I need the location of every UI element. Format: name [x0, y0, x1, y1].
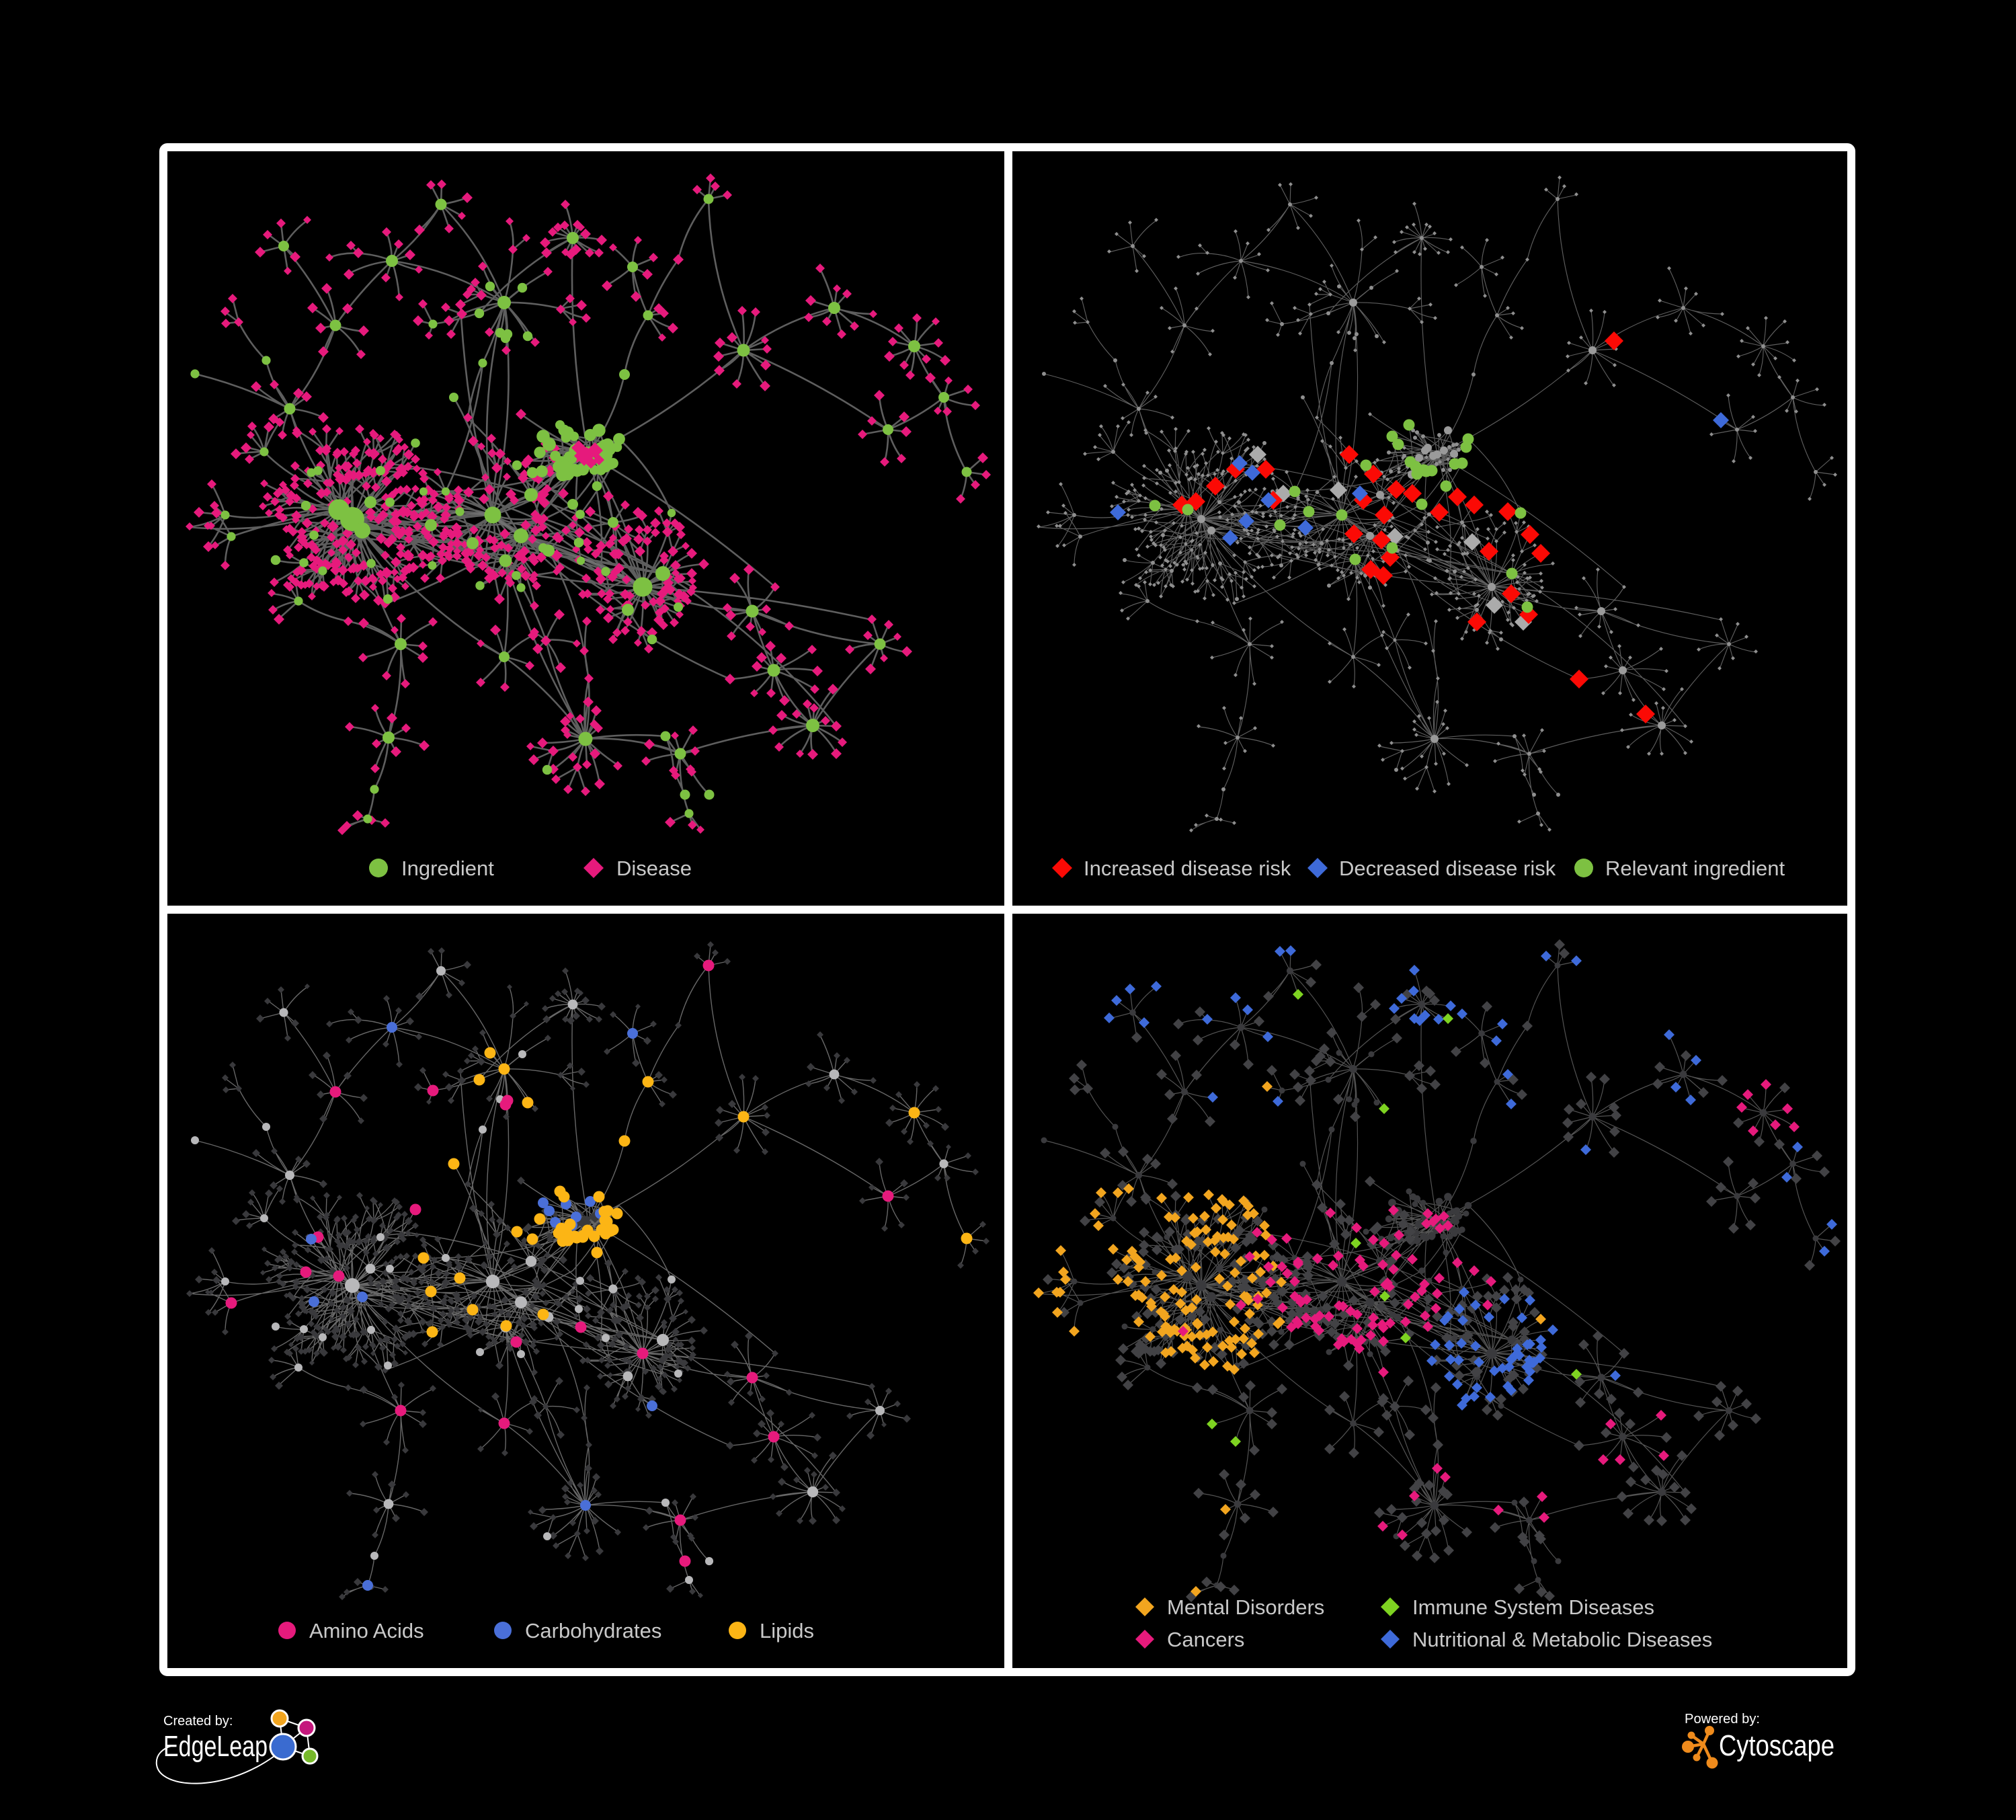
svg-text:EdgeLeap: EdgeLeap — [163, 1730, 268, 1763]
svg-text:Nutritional & Metabolic Diseas: Nutritional & Metabolic Diseases — [1412, 1628, 1712, 1651]
svg-text:Powered by:: Powered by: — [1685, 1712, 1760, 1727]
svg-text:Disease: Disease — [616, 857, 692, 880]
svg-text:Mental Disorders: Mental Disorders — [1167, 1595, 1324, 1619]
svg-text:Cancers: Cancers — [1167, 1628, 1244, 1651]
svg-text:Cytoscape: Cytoscape — [1719, 1729, 1834, 1762]
svg-text:Ingredient: Ingredient — [401, 857, 494, 880]
svg-text:Immune System Diseases: Immune System Diseases — [1412, 1595, 1654, 1619]
svg-text:Amino Acids: Amino Acids — [309, 1619, 424, 1643]
svg-text:Increased disease risk: Increased disease risk — [1084, 857, 1291, 880]
svg-text:Lipids: Lipids — [760, 1619, 814, 1643]
svg-text:Created by:: Created by: — [163, 1714, 233, 1729]
svg-text:Relevant ingredient: Relevant ingredient — [1605, 857, 1785, 880]
svg-text:Carbohydrates: Carbohydrates — [525, 1619, 661, 1643]
svg-text:Decreased disease risk: Decreased disease risk — [1339, 857, 1556, 880]
